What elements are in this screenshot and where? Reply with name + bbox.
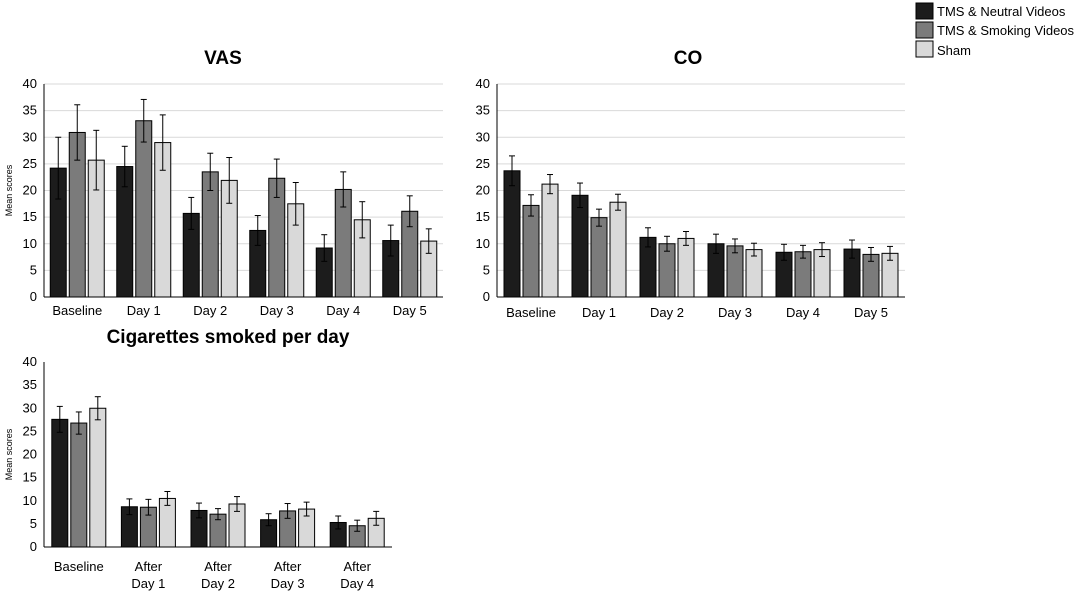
- chart-cigarettes: Cigarettes smoked per day 0 5 10 15 20 25 30 35 4…: [4, 327, 392, 591]
- bar: [541, 183, 559, 298]
- y-tick-label: 20: [23, 447, 37, 462]
- bar: [609, 201, 627, 298]
- category-label: Day 4: [326, 303, 360, 318]
- y-tick-label: 10: [476, 236, 490, 251]
- y-tick-label: 20: [23, 183, 37, 198]
- bar: [658, 243, 676, 298]
- chart-title: CO: [674, 48, 703, 69]
- legend-label-sham: Sham: [937, 43, 971, 58]
- legend-swatch-sham: [915, 40, 934, 58]
- y-tick-label: 0: [30, 289, 37, 304]
- category-label: Baseline: [54, 559, 104, 574]
- bar: [590, 217, 608, 298]
- category-label: After: [204, 559, 232, 574]
- y-tick-label: 15: [23, 470, 37, 485]
- legend-swatch-smoking: [915, 21, 934, 39]
- y-tick-label: 15: [476, 209, 490, 224]
- y-tick-label: 5: [483, 262, 490, 277]
- bar: [89, 407, 107, 548]
- category-label: Day 3: [271, 576, 305, 591]
- category-label: Day 2: [201, 576, 235, 591]
- category-label: Day 3: [718, 305, 752, 320]
- y-tick-label: 40: [23, 76, 37, 91]
- bar: [745, 249, 763, 298]
- category-label: Day 3: [260, 303, 294, 318]
- category-label: After: [135, 559, 163, 574]
- y-axis-label: Mean scores: [4, 428, 14, 480]
- y-tick-label: 40: [476, 76, 490, 91]
- y-tick-label: 10: [23, 236, 37, 251]
- legend-label-smoking: TMS & Smoking Videos: [937, 23, 1075, 38]
- y-tick-label: 0: [483, 289, 490, 304]
- legend-label-neutral: TMS & Neutral Videos: [937, 4, 1066, 19]
- category-label: Day 1: [131, 576, 165, 591]
- bar: [726, 245, 744, 298]
- category-label: Day 4: [786, 305, 820, 320]
- category-label: Day 2: [193, 303, 227, 318]
- bar: [677, 237, 695, 298]
- y-tick-label: 10: [23, 493, 37, 508]
- category-label: Day 1: [582, 305, 616, 320]
- y-tick-label: 30: [23, 400, 37, 415]
- y-tick-label: 25: [23, 156, 37, 171]
- bar: [522, 204, 540, 298]
- category-label: After: [274, 559, 302, 574]
- legend-swatch-neutral: [915, 2, 934, 20]
- category-label: After: [343, 559, 371, 574]
- legend: TMS & Neutral Videos TMS & Smoking Video…: [915, 2, 1075, 58]
- category-label: Day 4: [340, 576, 374, 591]
- bar: [70, 422, 88, 548]
- y-tick-label: 20: [476, 183, 490, 198]
- y-tick-label: 40: [23, 354, 37, 369]
- chart-co: CO 0 5 10 15 20 25 30 35 40 Baseline Day 1 Day 2 Day …: [476, 48, 905, 320]
- category-label: Day 2: [650, 305, 684, 320]
- chart-vas: VAS 0 5 10 15 20 25 30 35 40 Mean scores Baseline Da…: [4, 48, 443, 318]
- y-tick-label: 25: [23, 423, 37, 438]
- chart-title: Cigarettes smoked per day: [107, 327, 350, 348]
- chart-title: VAS: [204, 48, 242, 69]
- bar: [571, 194, 589, 298]
- y-tick-label: 5: [30, 262, 37, 277]
- category-label: Baseline: [506, 305, 556, 320]
- y-tick-label: 35: [476, 103, 490, 118]
- y-tick-label: 30: [476, 129, 490, 144]
- category-label: Day 5: [393, 303, 427, 318]
- y-tick-label: 0: [30, 539, 37, 554]
- category-label: Baseline: [52, 303, 102, 318]
- bar: [51, 418, 69, 548]
- category-label: Day 5: [854, 305, 888, 320]
- y-tick-label: 15: [23, 209, 37, 224]
- y-tick-label: 35: [23, 103, 37, 118]
- bar: [135, 120, 153, 298]
- y-axis-label: Mean scores: [4, 164, 14, 216]
- y-tick-label: 25: [476, 156, 490, 171]
- y-tick-label: 5: [30, 516, 37, 531]
- y-tick-label: 35: [23, 377, 37, 392]
- bar: [503, 170, 521, 298]
- category-label: Day 1: [127, 303, 161, 318]
- y-tick-label: 30: [23, 129, 37, 144]
